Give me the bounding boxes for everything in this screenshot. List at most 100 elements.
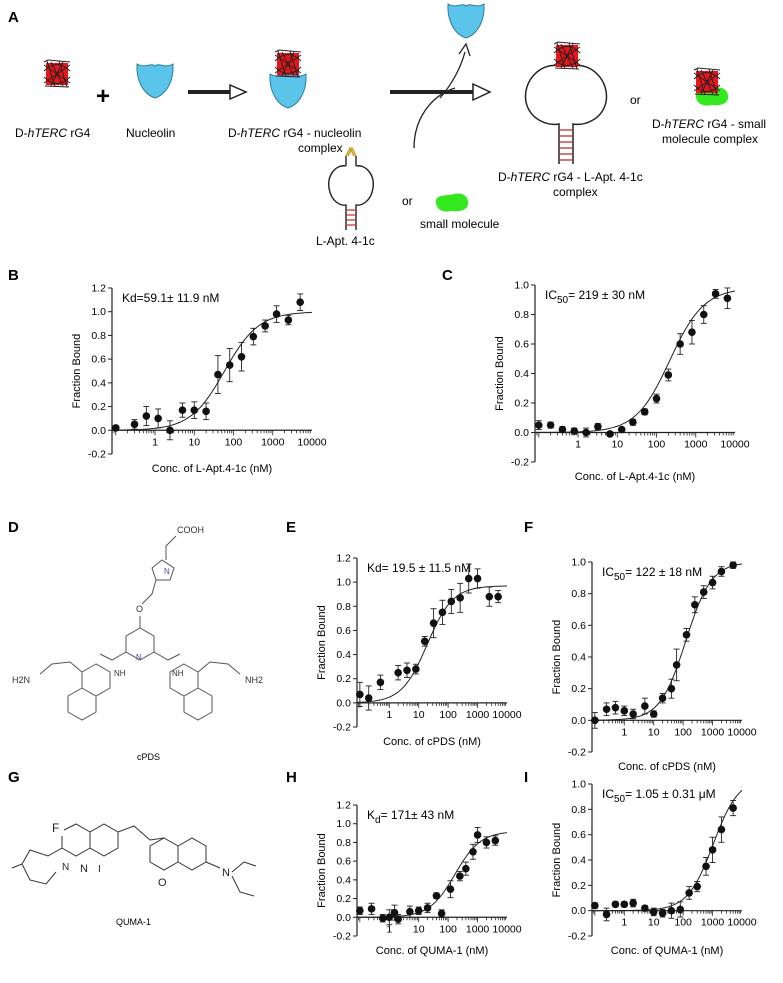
data-point: [130, 420, 139, 429]
data-point: [202, 407, 210, 416]
x-tick-label: 10000: [492, 923, 521, 935]
data-point: [376, 678, 385, 687]
x-tick-label: 100: [225, 436, 243, 448]
panel-label-f: F: [524, 519, 533, 536]
data-point: [629, 418, 637, 426]
x-tick-label: 100: [674, 917, 692, 929]
data-point: [617, 425, 626, 434]
data-point: [394, 668, 402, 677]
chart-e: -0.2 0.0 0.2 0.4 0.6 0.8 1.0 1.2 1 10 100 1000 10000…: [316, 553, 522, 749]
data-point: [729, 561, 737, 569]
quma-name: QUMA-1: [116, 917, 151, 927]
release-arrow: [439, 51, 466, 99]
fit-annotation: IC50= 122 ± 18 nM: [602, 565, 702, 583]
x-axis-title: Conc. of cPDS (nM): [618, 761, 716, 773]
data-point: [446, 885, 455, 894]
data-point: [473, 574, 482, 583]
data-point: [403, 666, 411, 675]
data-point: [284, 316, 293, 324]
data-point: [685, 889, 693, 897]
data-point: [711, 290, 720, 298]
data-point: [640, 408, 649, 416]
y-axis-title: Fraction Bound: [316, 605, 328, 680]
y-tick-label: 0.6: [336, 625, 351, 637]
data-point: [667, 906, 676, 915]
data-point: [558, 425, 567, 434]
rg4-on-small-molecule-glyph: [693, 67, 721, 96]
data-point: [469, 847, 477, 856]
y-tick-label: 1.2: [336, 553, 351, 565]
data-point: [412, 665, 420, 673]
arrow-1: [188, 83, 248, 101]
fit-annotation: IC50= 1.05 ± 0.31 μM: [602, 787, 716, 805]
y-axis-title: Fraction Bound: [316, 833, 328, 908]
data-point: [432, 891, 441, 900]
data-point: [682, 631, 691, 639]
data-point: [672, 661, 681, 669]
data-point: [546, 421, 555, 429]
y-axis-title: Fraction Bound: [551, 620, 563, 695]
y-tick-label: -0.2: [568, 747, 586, 759]
panel-label-d: D: [8, 519, 19, 536]
data-point: [699, 588, 708, 596]
y-tick-label: 0.4: [91, 377, 106, 389]
y-tick-label: 0.2: [336, 673, 351, 685]
cpds-name: cPDS: [137, 752, 160, 762]
data-point: [658, 909, 667, 917]
data-point: [602, 705, 611, 714]
y-tick-label: 0.4: [571, 855, 586, 867]
cpds-nh2-left: H2N: [12, 675, 30, 685]
y-tick-label: 0.4: [336, 649, 351, 661]
data-point: [166, 426, 174, 435]
panel-label-h: H: [286, 769, 297, 786]
x-axis-title: Conc. of QUMA-1 (nM): [376, 945, 488, 957]
cpds-nh-left: NH: [114, 669, 126, 678]
chart-b: -0.2 0.0 0.2 0.4 0.6 0.8 1.0 1.2 1 10 100 1000 10000…: [71, 283, 327, 476]
x-tick-label: 10000: [297, 436, 326, 448]
data-point: [214, 370, 222, 379]
data-point: [676, 340, 684, 348]
y-tick-label: 1.0: [571, 557, 586, 569]
y-tick-label: 1.0: [571, 779, 586, 791]
x-tick-label: 1: [621, 917, 627, 929]
x-axis-title: Conc. of L-Apt.4-1c (nM): [575, 471, 695, 483]
nucleolin-complex-label-line2: complex: [298, 141, 343, 155]
x-tick-label: 1000: [701, 917, 725, 929]
small-molecule-glyph: [435, 193, 469, 212]
data-point: [649, 710, 658, 718]
panel-label-c: C: [442, 267, 453, 284]
aptamer-label: L-Apt. 4-1c: [316, 234, 375, 248]
data-point: [423, 904, 432, 912]
data-point: [641, 702, 649, 710]
y-tick-label: 1.0: [336, 818, 351, 830]
data-point: [482, 838, 491, 847]
x-tick-label: 10: [413, 709, 425, 721]
data-point: [385, 913, 394, 922]
x-tick-label: 10000: [727, 917, 756, 929]
sm-complex-label-line2: molecule complex: [662, 132, 758, 146]
nucleolin-label: Nucleolin: [126, 126, 175, 140]
panel-label-i: I: [524, 769, 528, 786]
x-tick-label: 100: [674, 726, 692, 738]
sm-complex-label-line1: D-hTERC rG4 - small: [652, 117, 766, 131]
y-tick-label: 0.8: [91, 330, 106, 342]
y-tick-label: 0.8: [514, 309, 529, 321]
released-nucleolin-glyph: [447, 3, 485, 39]
x-tick-label: 10000: [720, 439, 749, 451]
x-axis-title: Conc. of L-Apt.4-1c (nM): [152, 463, 272, 475]
quma-carbonyl-o: O: [158, 877, 167, 889]
data-point: [664, 371, 673, 379]
quma-piperazine-n: N: [62, 862, 69, 873]
data-point: [688, 328, 696, 337]
data-point: [708, 846, 717, 854]
or-label-2: or: [630, 93, 641, 107]
y-tick-label: -0.2: [333, 722, 351, 734]
x-tick-label: 1000: [261, 436, 285, 448]
x-tick-label: 1000: [466, 923, 490, 935]
chart-c: -0.2 0.0 0.2 0.4 0.6 0.8 1.0 1 10 100 1000 10000 Con…: [494, 280, 750, 484]
data-point: [717, 825, 726, 834]
data-point: [296, 298, 304, 307]
y-tick-label: 0.8: [571, 804, 586, 816]
